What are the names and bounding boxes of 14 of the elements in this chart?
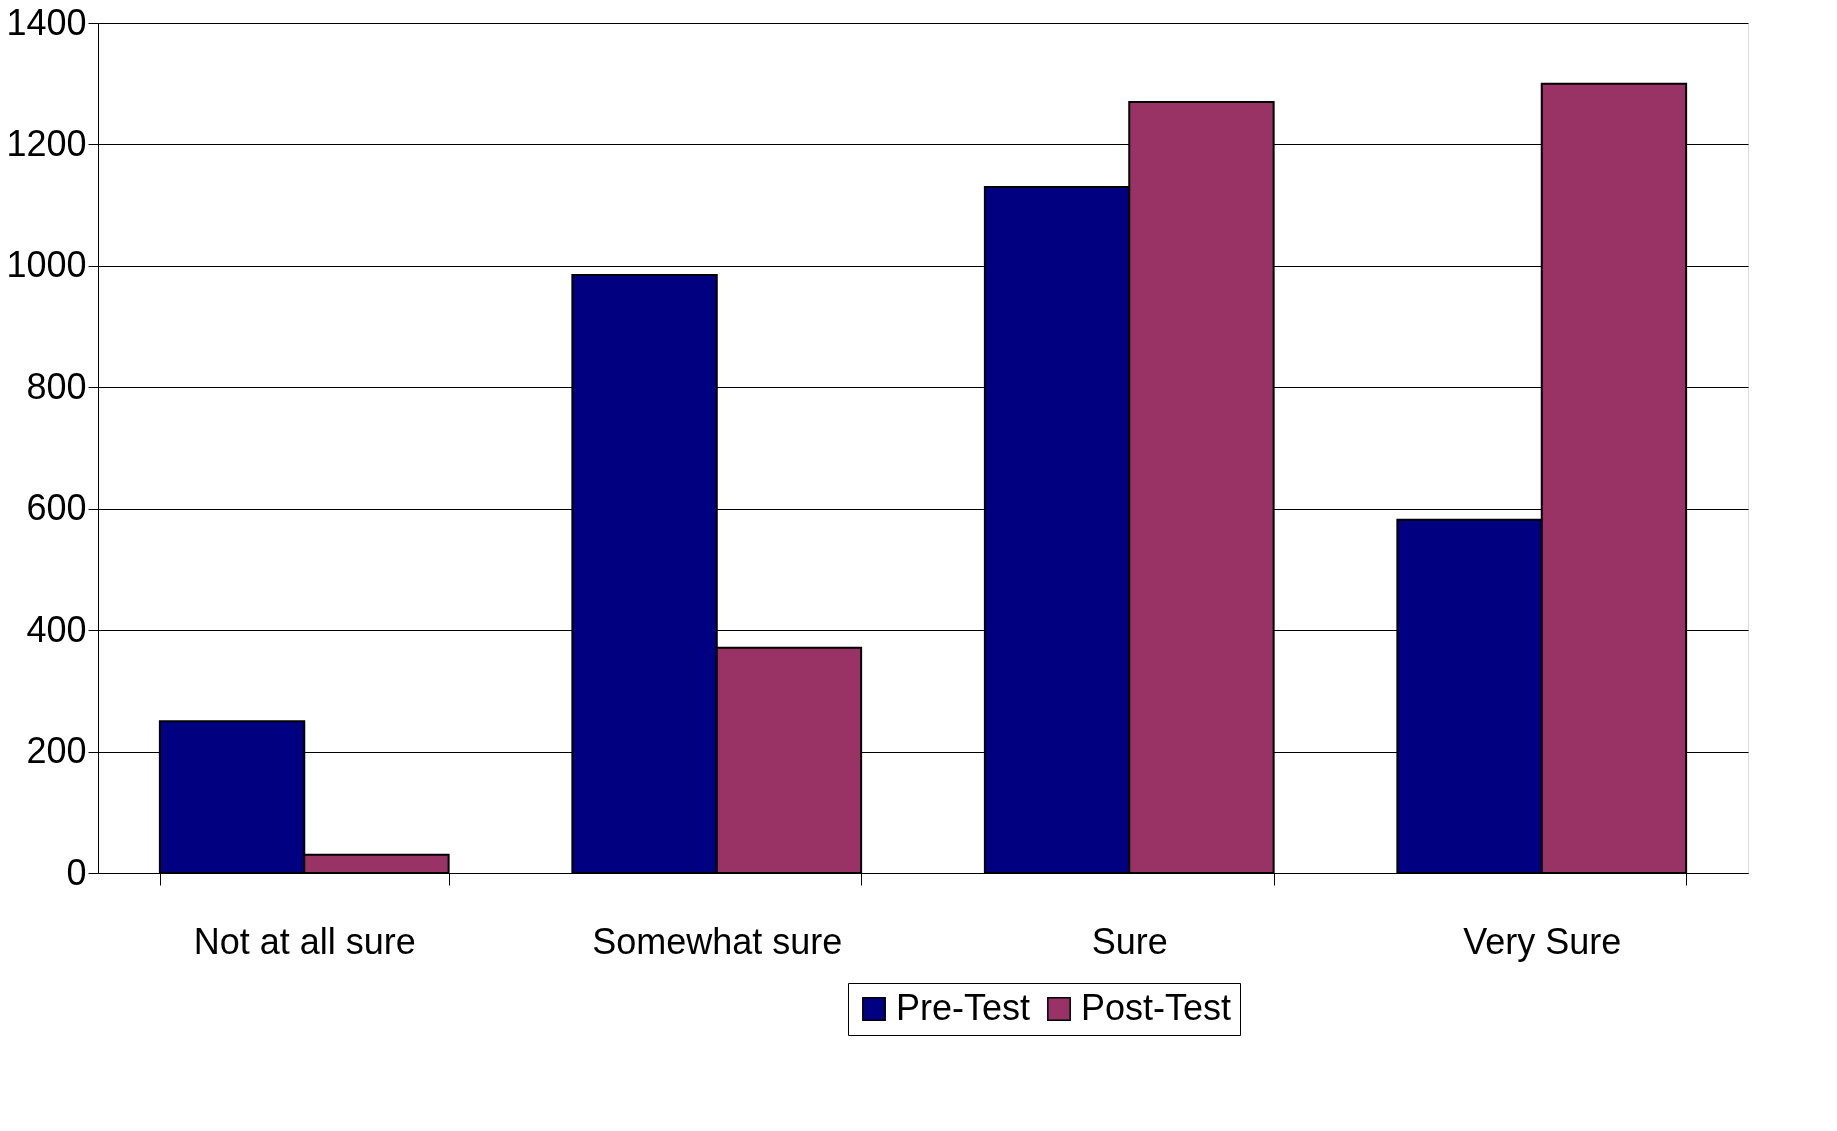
x-tick-label: Sure: [1091, 920, 1168, 962]
y-tick-label: 0: [66, 851, 87, 893]
y-tick-label: 600: [26, 487, 87, 529]
y-tick-label: 200: [26, 730, 87, 772]
y-tick-label: 1200: [6, 122, 87, 164]
y-tick-label: 1400: [6, 1, 87, 43]
y-tick-label: 1000: [6, 244, 87, 286]
x-tick-label: Somewhat sure: [592, 920, 843, 962]
legend-label: Post-Test: [1081, 987, 1232, 1028]
y-tick-label: 800: [26, 365, 87, 407]
legend-label: Pre-Test: [896, 987, 1031, 1028]
x-tick-label: Very Sure: [1463, 920, 1622, 962]
y-tick-label: 400: [26, 608, 87, 650]
x-tick-label: Not at all sure: [193, 920, 416, 962]
